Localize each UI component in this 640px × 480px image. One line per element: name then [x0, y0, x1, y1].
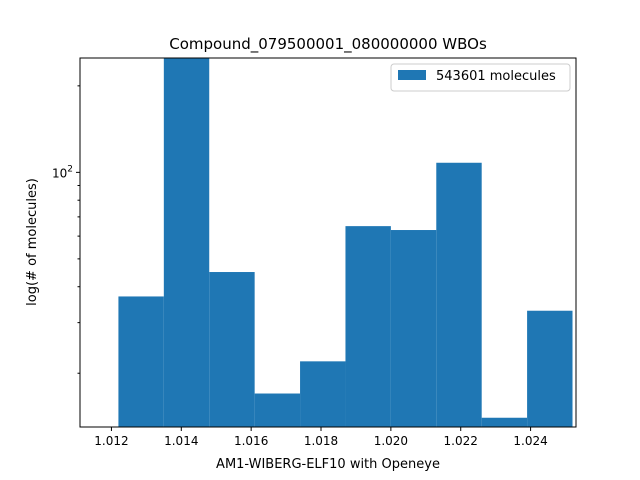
legend: 543601 molecules	[390, 63, 571, 92]
x-axis-label: AM1-WIBERG-ELF10 with Openeye	[216, 457, 440, 472]
histogram-bar	[527, 310, 573, 427]
x-tick-label: 1.014	[164, 434, 198, 448]
y-axis-ticks: 102	[52, 85, 80, 374]
y-tick-label: 102	[52, 164, 73, 180]
histogram-bar	[436, 162, 482, 428]
x-tick-label: 1.016	[234, 434, 268, 448]
x-tick-label: 1.024	[513, 434, 547, 448]
histogram-bar	[390, 230, 437, 427]
x-axis-ticks: 1.012 1.014 1.016 1.018 1.020 1.022 1.024	[94, 427, 548, 448]
x-tick-label: 1.022	[444, 434, 478, 448]
x-tick-label: 1.018	[304, 434, 338, 448]
plot-frame	[79, 57, 577, 428]
histogram-bar	[254, 393, 301, 427]
histogram-bar	[163, 58, 210, 427]
legend-label: 543601 molecules	[436, 69, 556, 84]
y-axis-label: log(# of molecules)	[25, 178, 40, 306]
x-tick-label: 1.020	[374, 434, 408, 448]
histogram-bar	[209, 272, 255, 427]
histogram-bar	[345, 226, 391, 427]
histogram-bar	[481, 417, 528, 427]
chart-title: Compound_079500001_080000000 WBOs	[169, 35, 487, 54]
x-tick-label: 1.012	[94, 434, 128, 448]
bars-group	[118, 58, 573, 428]
histogram-bar	[300, 361, 346, 427]
legend-box	[390, 63, 571, 92]
legend-swatch	[398, 70, 426, 80]
histogram-bar	[118, 296, 164, 427]
